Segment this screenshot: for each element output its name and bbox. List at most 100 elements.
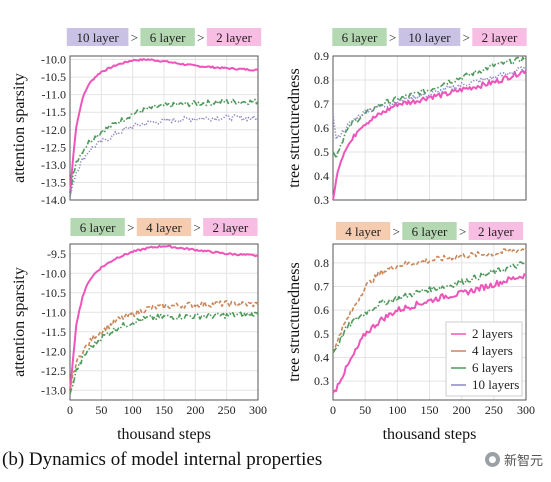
y-tick-label: 0.5 <box>314 145 329 159</box>
y-tick-label: -9.5 <box>47 247 66 261</box>
chart-panel-3: -13.0 -12.5 -12.0 -11.5 -11.0 -10.5 -10.0 -9.5 0… <box>11 218 267 443</box>
y-tick-label: 0.6 <box>314 121 329 135</box>
legend: 2 layers 4 layers 6 layers 10 layers <box>445 321 523 397</box>
y-tick-label: -12.0 <box>41 123 66 137</box>
y-tick-label: 0.8 <box>314 256 329 270</box>
y-tick-label: 0.6 <box>314 303 329 317</box>
x-tick-label: 250 <box>218 403 236 417</box>
x-tick-label: 0 <box>67 403 73 417</box>
y-tick-label: 0.3 <box>314 193 329 207</box>
series-line-6-layers <box>332 261 527 354</box>
wechat-icon: ● <box>484 452 500 467</box>
y-tick-label: -11.5 <box>41 105 66 119</box>
y-tick-label: 0.3 <box>314 374 329 388</box>
ranking-badge-label: 2 layer <box>482 30 518 45</box>
ranking-title: 10 layer >6 layer >2 layer <box>66 28 262 46</box>
x-tick-label: 200 <box>186 403 204 417</box>
series-line-2-layers <box>332 273 527 394</box>
plot-frame <box>332 55 527 201</box>
ranking-badge-bg <box>206 28 262 46</box>
y-tick-label: 0.8 <box>314 73 329 87</box>
ranking-badge-bg <box>468 222 524 240</box>
ranking-title: 6 layer >4 layer >2 layer <box>70 218 258 236</box>
ranking-badge-bg <box>203 218 258 236</box>
series-line-4-layers <box>332 248 527 354</box>
legend-label: 2 layers <box>472 326 513 341</box>
ranking-badge-label: 6 layer <box>412 224 448 239</box>
y-tick-label: 0.9 <box>314 49 329 63</box>
y-axis-label: tree structuredness <box>286 262 303 382</box>
y-tick-label: 0.4 <box>314 350 329 364</box>
ranking-badge-bg <box>332 28 387 46</box>
series-line-10-layers <box>69 114 259 197</box>
ranking-badge-label: 6 layer <box>80 220 116 235</box>
ranking-badge-bg <box>70 218 125 236</box>
y-axis-label: attention sparsity <box>11 73 28 183</box>
ranking-badge-label: 2 layer <box>213 220 249 235</box>
series-line-6-layers <box>69 311 259 395</box>
ranking-badge-bg <box>398 28 461 46</box>
chart-panel-2: 0.3 0.4 0.5 0.6 0.7 0.8 0.9 tree structuredness… <box>286 28 527 207</box>
plot-frame <box>332 243 527 401</box>
watermark-text: 新智元 <box>503 454 543 469</box>
y-tick-label: -11.0 <box>41 305 66 319</box>
series-line-2-layers <box>69 244 259 391</box>
series-line-6-layers <box>69 98 259 197</box>
x-tick-label: 0 <box>330 403 336 417</box>
y-axis-label: tree structuredness <box>286 68 303 188</box>
chart-panel-1: -14.0 -13.5 -13.0 -12.5 -12.0 -11.5 -11.0 -10.5… <box>11 28 262 207</box>
legend-label: 4 layers <box>472 343 513 358</box>
x-tick-label: 200 <box>453 403 471 417</box>
y-tick-label: -13.5 <box>41 175 66 189</box>
y-tick-label: -12.5 <box>41 364 66 378</box>
ranking-badge-label: 6 layer <box>342 30 378 45</box>
ranking-title: 6 layer >10 layer >2 layer <box>332 28 527 46</box>
ranking-separator: > <box>393 224 400 239</box>
x-axis-label: thousand steps <box>383 426 477 443</box>
y-tick-label: 0.4 <box>314 169 329 183</box>
y-tick-label: -11.5 <box>41 325 66 339</box>
y-tick-label: 0.5 <box>314 327 329 341</box>
y-axis-label: attention sparsity <box>11 267 28 377</box>
ranking-separator: > <box>131 30 138 45</box>
ranking-badge-label: 10 layer <box>408 30 451 45</box>
x-tick-label: 100 <box>124 403 142 417</box>
ranking-badge-label: 4 layer <box>345 224 381 239</box>
y-tick-label: -13.0 <box>41 383 66 397</box>
ranking-badge-bg <box>140 28 195 46</box>
x-tick-label: 50 <box>95 403 107 417</box>
ranking-badge-bg <box>402 222 457 240</box>
series-line-6-layers <box>332 56 527 159</box>
y-tick-label: -10.5 <box>41 70 66 84</box>
watermark: ● 新智元 <box>484 450 543 469</box>
ranking-badge-label: 6 layer <box>150 30 186 45</box>
plot-frame <box>69 243 259 401</box>
y-tick-label: 0.7 <box>314 97 329 111</box>
series-line-4-layers <box>69 300 259 391</box>
y-tick-label: -10.0 <box>41 53 66 67</box>
series-line-10-layers <box>332 65 527 140</box>
ranking-separator: > <box>197 30 204 45</box>
x-tick-label: 150 <box>421 403 439 417</box>
y-tick-label: -12.0 <box>41 344 66 358</box>
x-tick-label: 300 <box>517 403 535 417</box>
ranking-separator: > <box>389 30 396 45</box>
x-tick-label: 250 <box>485 403 503 417</box>
x-tick-label: 150 <box>155 403 173 417</box>
figure-caption: (b) Dynamics of model internal propertie… <box>2 449 323 470</box>
x-tick-label: 300 <box>249 403 267 417</box>
y-tick-label: 0.7 <box>314 280 329 294</box>
y-tick-label: -14.0 <box>41 193 66 207</box>
y-tick-label: -10.5 <box>41 286 66 300</box>
ranking-badge-bg <box>136 218 192 236</box>
series-line-2-layers <box>69 58 259 194</box>
y-tick-label: -12.5 <box>41 140 66 154</box>
ranking-badge-label: 2 layer <box>216 30 252 45</box>
series-line-2-layers <box>332 69 527 201</box>
chart-panel-4: 0.3 0.4 0.5 0.6 0.7 0.8 0 50 100 150 200 250 300 thou… <box>286 222 535 443</box>
ranking-badge-label: 2 layer <box>478 224 514 239</box>
legend-label: 6 layers <box>472 360 513 375</box>
ranking-badge-label: 10 layer <box>76 30 119 45</box>
ranking-separator: > <box>459 224 466 239</box>
ranking-badge-bg <box>335 222 391 240</box>
